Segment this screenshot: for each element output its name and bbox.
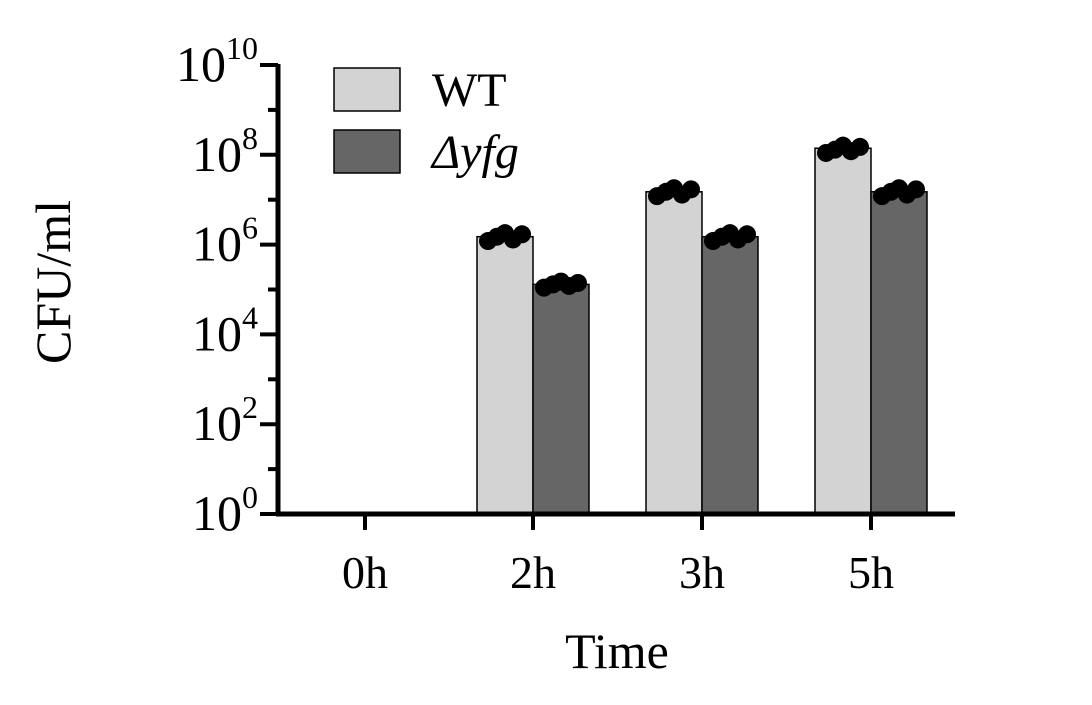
y-axis-title: CFU/ml bbox=[25, 200, 81, 364]
y-tick-exponent: 4 bbox=[242, 299, 258, 335]
y-tick-exponent: 8 bbox=[242, 120, 258, 156]
bar-2h-series-1 bbox=[476, 235, 534, 515]
y-tick-base: 10 bbox=[192, 216, 242, 272]
data-point-3h-series-1 bbox=[682, 180, 700, 199]
y-tick-base: 10 bbox=[192, 395, 242, 451]
legend: WT Δyfg bbox=[333, 64, 519, 179]
data-point-2h-series-1 bbox=[513, 225, 531, 244]
y-tick-label: 100 bbox=[192, 479, 258, 541]
bar-3h-series-2 bbox=[701, 235, 759, 515]
data-point-2h-series-2 bbox=[569, 273, 587, 292]
y-tick-exponent: 6 bbox=[242, 210, 258, 246]
legend-swatch-series-2 bbox=[333, 129, 401, 174]
legend-swatch-series-1 bbox=[333, 67, 401, 112]
bar-5h-series-2 bbox=[870, 191, 928, 515]
x-tick-label: 2h bbox=[510, 547, 556, 598]
x-tick-label: 5h bbox=[848, 547, 894, 598]
data-point-5h-series-2 bbox=[907, 180, 925, 199]
legend-label-series-1: WT bbox=[432, 64, 507, 117]
y-tick-base: 10 bbox=[192, 485, 242, 541]
bars bbox=[476, 147, 928, 515]
data-point-3h-series-2 bbox=[738, 225, 756, 244]
y-tick-label: 106 bbox=[192, 210, 258, 272]
y-tick-exponent: 10 bbox=[226, 30, 258, 66]
y-tick-base: 10 bbox=[192, 305, 242, 361]
x-tick-label: 0h bbox=[342, 547, 388, 598]
x-tick-label: 3h bbox=[679, 547, 725, 598]
legend-label-series-2: Δyfg bbox=[430, 126, 519, 179]
x-axis-title: Time bbox=[565, 623, 669, 679]
y-tick-base: 10 bbox=[176, 36, 226, 92]
y-tick-base: 10 bbox=[192, 126, 242, 182]
y-tick-label: 1010 bbox=[176, 30, 258, 92]
data-point-5h-series-1 bbox=[851, 137, 869, 156]
y-tick-label: 108 bbox=[192, 120, 258, 182]
data-points bbox=[479, 136, 925, 297]
bar-5h-series-1 bbox=[814, 147, 872, 515]
bar-3h-series-1 bbox=[645, 191, 703, 515]
y-tick-exponent: 2 bbox=[242, 389, 258, 425]
bar-2h-series-2 bbox=[532, 283, 590, 515]
y-tick-label: 104 bbox=[192, 299, 258, 361]
y-tick-exponent: 0 bbox=[242, 479, 258, 515]
y-tick-label: 102 bbox=[192, 389, 258, 451]
